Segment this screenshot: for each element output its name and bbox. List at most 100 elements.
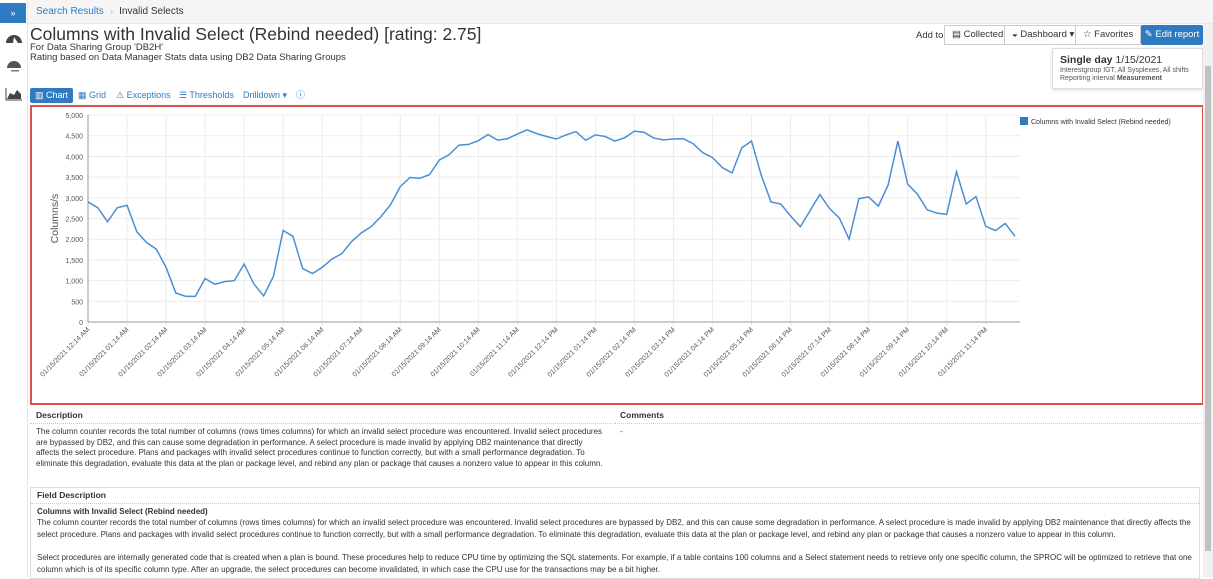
gauge-icon[interactable] xyxy=(5,57,23,73)
comments-text: - xyxy=(620,427,623,436)
data-point xyxy=(213,283,216,286)
description-header: Description xyxy=(30,408,612,424)
breadcrumb-current: Invalid Selects xyxy=(119,6,184,17)
data-point xyxy=(526,128,529,131)
collected-label: Collected xyxy=(963,29,1004,40)
data-point xyxy=(330,258,333,261)
data-point xyxy=(1004,222,1007,225)
data-point xyxy=(896,140,899,143)
data-point xyxy=(496,139,499,142)
dashboard-label: Dashboard ▾ xyxy=(1020,29,1075,40)
data-point xyxy=(955,170,958,173)
data-point xyxy=(106,220,109,223)
page-scrollbar[interactable] xyxy=(1203,24,1213,577)
data-point xyxy=(926,208,929,211)
comments-header: Comments xyxy=(614,408,1204,424)
legend-label: Columns with Invalid Select (Rebind need… xyxy=(1031,119,1171,126)
data-point xyxy=(418,177,421,180)
description-text: The column counter records the total num… xyxy=(36,427,603,468)
page-rating-basis: Rating based on Data Manager Stats data … xyxy=(30,52,346,63)
collected-button[interactable]: ▤ Collected xyxy=(944,25,1012,45)
add-to-label: Add to: xyxy=(916,30,947,41)
data-point xyxy=(887,183,890,186)
area-chart-icon[interactable] xyxy=(5,86,23,102)
data-point xyxy=(848,238,851,241)
data-point xyxy=(652,137,655,140)
data-point xyxy=(974,195,977,198)
y-tick-label: 2,000 xyxy=(65,237,83,244)
data-point xyxy=(369,225,372,228)
data-point xyxy=(194,295,197,298)
data-point xyxy=(272,275,275,278)
data-point xyxy=(457,144,460,147)
data-point xyxy=(965,203,968,206)
data-point xyxy=(428,173,431,176)
favorites-button[interactable]: ☆ Favorites xyxy=(1075,25,1142,45)
data-point xyxy=(770,200,773,203)
dashboard-button[interactable]: ◒ Dashboard ▾ xyxy=(1004,25,1083,45)
data-point xyxy=(243,263,246,266)
data-point xyxy=(565,133,568,136)
sidebar: » xyxy=(0,0,28,577)
data-point xyxy=(643,131,646,134)
period-date: 1/15/2021 xyxy=(1115,54,1163,66)
data-point xyxy=(857,197,860,200)
tab-chart[interactable]: ▥ Chart xyxy=(30,88,74,103)
tab-drilldown[interactable]: Drilldown ▾ xyxy=(243,90,288,100)
edit-icon: ✎ xyxy=(1144,29,1156,40)
data-point xyxy=(184,295,187,298)
data-point xyxy=(633,130,636,133)
data-point xyxy=(409,176,412,179)
data-point xyxy=(252,282,255,285)
data-point xyxy=(204,277,207,280)
dashboard-icon[interactable] xyxy=(5,30,23,46)
info-icon[interactable]: ⓘ xyxy=(296,90,306,100)
y-tick-label: 3,500 xyxy=(65,175,83,182)
data-point xyxy=(604,135,607,138)
data-point xyxy=(389,203,392,206)
y-axis-title: Columns/s xyxy=(49,194,61,244)
data-point xyxy=(594,133,597,136)
data-point xyxy=(126,204,129,207)
data-point xyxy=(672,138,675,141)
data-point xyxy=(233,279,236,282)
scrollbar-thumb[interactable] xyxy=(1205,66,1211,551)
data-point xyxy=(945,213,948,216)
data-point xyxy=(545,135,548,138)
tab-exceptions[interactable]: ⚠ Exceptions xyxy=(116,90,171,100)
interval-label: Reporting interval xyxy=(1060,75,1115,82)
data-point xyxy=(116,206,119,209)
y-tick-label: 0 xyxy=(79,320,83,327)
period-info[interactable]: Single day 1/15/2021 Interestgroup IGT, … xyxy=(1052,48,1203,89)
data-point xyxy=(828,207,831,210)
data-point xyxy=(311,272,314,275)
y-tick-label: 4,500 xyxy=(65,134,83,141)
data-point xyxy=(350,240,353,243)
data-point xyxy=(282,229,285,232)
data-point xyxy=(838,217,841,220)
field-description-panel: Field Description Columns with Invalid S… xyxy=(30,487,1200,579)
data-point xyxy=(291,235,294,238)
breadcrumb: Search Results › Invalid Selects xyxy=(28,0,1213,24)
y-tick-label: 500 xyxy=(71,299,83,306)
data-point xyxy=(379,215,382,218)
data-point xyxy=(574,130,577,133)
data-point xyxy=(740,146,743,149)
data-point xyxy=(174,292,177,295)
data-point xyxy=(916,193,919,196)
data-point xyxy=(96,206,99,209)
line-chart: 0 500 1,000 1,500 2,000 2,500 3,000 3,500 4,000 4… xyxy=(39,113,1171,379)
tab-grid[interactable]: ▦ Grid xyxy=(78,90,107,100)
data-point xyxy=(155,248,158,251)
data-point xyxy=(682,137,685,140)
edit-report-button[interactable]: ✎ Edit report xyxy=(1141,25,1203,45)
data-point xyxy=(789,215,792,218)
data-point xyxy=(721,166,724,169)
data-point xyxy=(750,140,753,143)
breadcrumb-search-results[interactable]: Search Results xyxy=(36,6,104,17)
data-point xyxy=(731,171,734,174)
data-point xyxy=(613,140,616,143)
data-point xyxy=(799,225,802,228)
sidebar-toggle-button[interactable]: » xyxy=(0,3,26,23)
tab-thresholds[interactable]: ☰ Thresholds xyxy=(179,90,234,100)
